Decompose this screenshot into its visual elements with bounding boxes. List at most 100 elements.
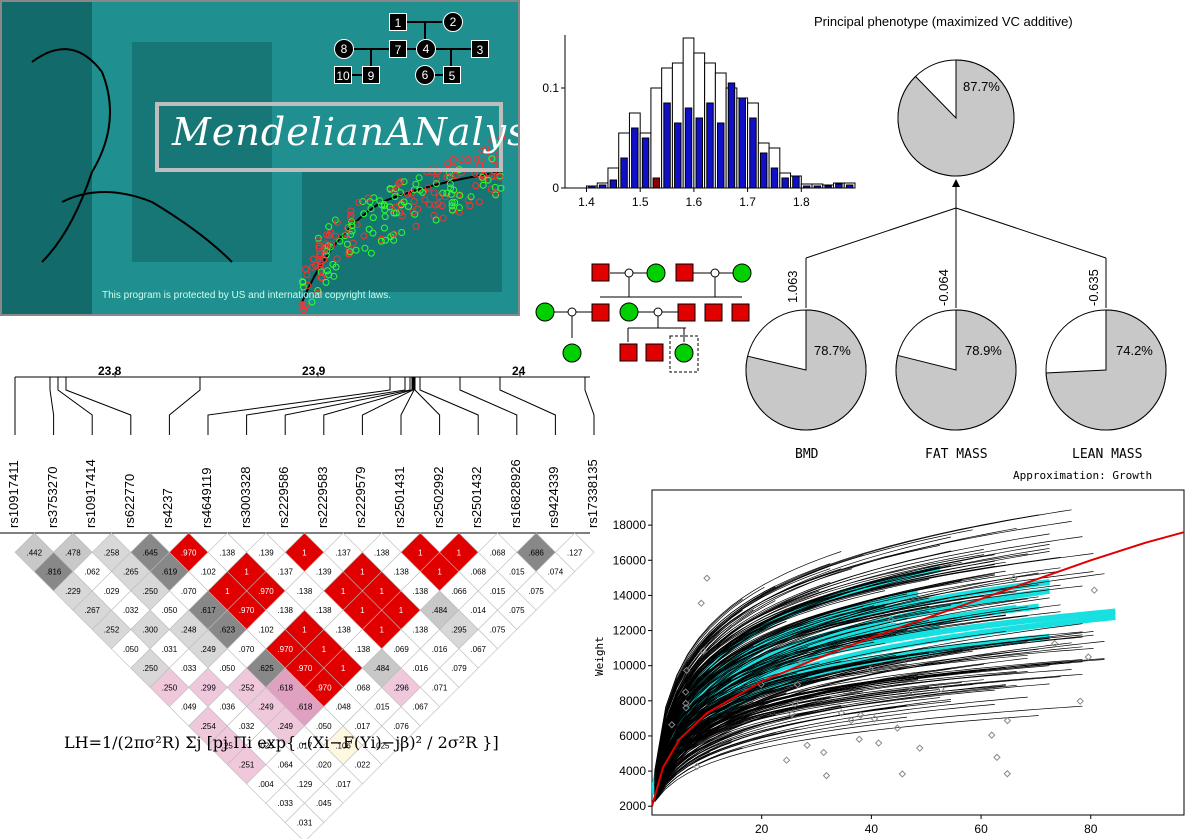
snp-label: rs2229583 bbox=[314, 466, 330, 528]
ld-value: .138 bbox=[413, 587, 429, 596]
observation-point bbox=[793, 680, 802, 689]
ld-value: .645 bbox=[142, 548, 158, 557]
histogram-bar bbox=[663, 102, 671, 189]
scatter-point bbox=[412, 222, 420, 230]
scatter-point bbox=[466, 202, 474, 210]
ld-value: .106 bbox=[335, 741, 351, 750]
scatter-point bbox=[360, 232, 368, 240]
scatter-point bbox=[446, 173, 454, 181]
scatter-point bbox=[346, 248, 354, 256]
growth-curve bbox=[654, 643, 721, 783]
pie-label-lean: LEAN MASS bbox=[1072, 447, 1143, 462]
growth-curve bbox=[654, 611, 1061, 787]
ld-value: .075 bbox=[509, 606, 525, 615]
ld-value: .138 bbox=[355, 645, 371, 654]
scatter-point bbox=[448, 199, 456, 207]
scatter-point bbox=[435, 193, 443, 201]
pedigree-male-affected bbox=[619, 343, 638, 362]
ld-value: .067 bbox=[413, 703, 429, 712]
histogram-chart: 1.4 1.5 1.6 1.7 1.8 0.1 0 bbox=[542, 35, 856, 209]
ld-value: .137 bbox=[335, 548, 351, 557]
position-label: 24 bbox=[512, 364, 526, 378]
ld-value: .254 bbox=[200, 722, 216, 731]
position-label: 23.9 bbox=[302, 364, 326, 378]
histogram-bar bbox=[792, 175, 800, 189]
pie-label-bmd: BMD bbox=[795, 447, 819, 462]
scatter-point bbox=[347, 207, 355, 215]
ld-value: .066 bbox=[451, 587, 467, 596]
scatter-point bbox=[456, 191, 464, 199]
pie-label-fat: FAT MASS bbox=[925, 447, 988, 462]
scatter-point bbox=[315, 245, 323, 253]
top-pie-percent: 87.7% bbox=[963, 79, 1000, 94]
ld-value: .300 bbox=[142, 626, 158, 635]
scatter-point bbox=[421, 196, 429, 204]
observation-point bbox=[693, 762, 701, 771]
snp-connector bbox=[49, 377, 55, 435]
scatter-point bbox=[447, 190, 455, 198]
observation-point bbox=[993, 753, 1001, 762]
scatter-point bbox=[404, 190, 412, 198]
ld-value: .138 bbox=[413, 626, 429, 635]
scatter-point bbox=[353, 221, 361, 229]
scatter-point bbox=[432, 216, 440, 224]
scatter-point bbox=[478, 146, 486, 154]
ld-value: .229 bbox=[65, 587, 81, 596]
scatter-point bbox=[398, 229, 406, 237]
ld-value: .139 bbox=[258, 548, 274, 557]
loading-bmd: 1.063 bbox=[785, 270, 800, 303]
x-tick-label: 20 bbox=[755, 822, 769, 836]
ld-value: .075 bbox=[490, 626, 506, 635]
proband-box bbox=[669, 335, 699, 373]
ld-value: .050 bbox=[123, 645, 139, 654]
ld-value: .022 bbox=[355, 761, 371, 770]
observation-point bbox=[866, 665, 875, 674]
snp-connector bbox=[323, 377, 413, 435]
scatter-point bbox=[331, 232, 339, 240]
observation-point bbox=[668, 721, 676, 729]
scatter-point bbox=[434, 200, 442, 208]
histogram-bar bbox=[845, 184, 854, 189]
pie-slice bbox=[745, 309, 867, 431]
observation-point bbox=[874, 739, 883, 747]
growth-curve bbox=[654, 663, 908, 792]
histogram-bar bbox=[717, 122, 725, 189]
ld-value: .296 bbox=[393, 683, 409, 692]
logo-text: MendelianANalysis bbox=[172, 110, 518, 154]
pedigree-node: 6 bbox=[415, 65, 435, 85]
growth-curve bbox=[654, 612, 886, 782]
pedigree-node: 3 bbox=[471, 40, 489, 58]
scatter-point bbox=[450, 186, 458, 194]
x-tick-label: 1.7 bbox=[739, 195, 756, 209]
scatter-point bbox=[304, 281, 312, 289]
growth-curve bbox=[654, 571, 1094, 785]
ld-value: .014 bbox=[470, 606, 486, 615]
ld-value: 1 bbox=[341, 587, 346, 596]
growth-curve bbox=[654, 566, 940, 778]
growth-curve bbox=[654, 693, 787, 794]
ld-value: .442 bbox=[27, 548, 43, 557]
scatter-point bbox=[490, 172, 498, 180]
growth-curve bbox=[654, 586, 765, 773]
scatter-point bbox=[478, 173, 486, 181]
observation-point bbox=[856, 711, 865, 719]
scatter-point bbox=[302, 265, 310, 273]
scatter-point bbox=[303, 271, 311, 279]
scatter-point bbox=[309, 255, 317, 263]
observation-point bbox=[822, 771, 831, 780]
snp-label: rs4237 bbox=[160, 488, 176, 528]
pedigree-node: 10 bbox=[334, 66, 352, 84]
phenotype-title: Principal phenotype (maximized VC additi… bbox=[814, 14, 1073, 29]
ld-value: .138 bbox=[277, 606, 293, 615]
growth-curve bbox=[654, 716, 908, 802]
scatter-point bbox=[376, 197, 384, 205]
scatter-point bbox=[332, 263, 340, 271]
scatter-point bbox=[455, 204, 463, 212]
growth-curve bbox=[654, 661, 1083, 795]
scatter-point bbox=[315, 242, 323, 250]
splash-band bbox=[302, 172, 502, 292]
ld-value: .251 bbox=[239, 761, 255, 770]
ld-value: .031 bbox=[162, 645, 178, 654]
logo-frame bbox=[155, 102, 503, 172]
ld-value: 1 bbox=[341, 664, 346, 673]
